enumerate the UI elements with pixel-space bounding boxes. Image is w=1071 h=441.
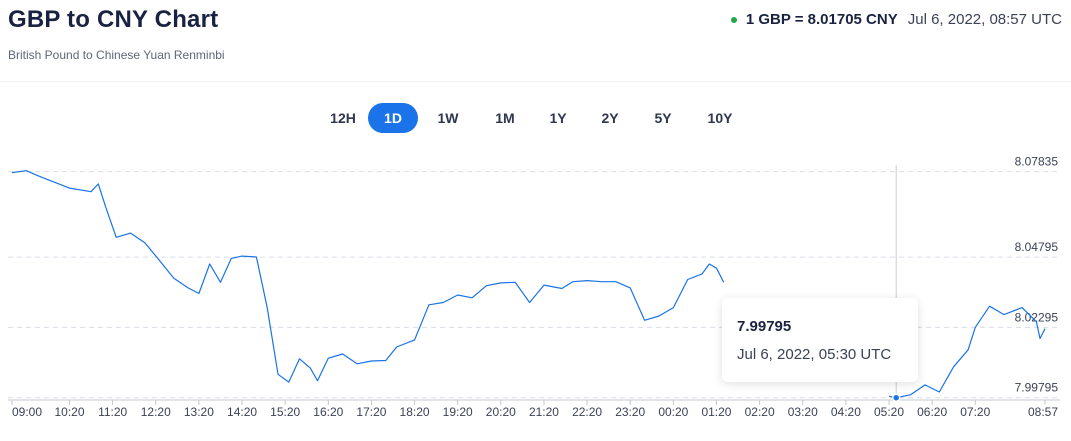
x-tick-label: 12:20 [141, 405, 171, 419]
y-tick-label: 8.04795 [1015, 240, 1059, 254]
tooltip-time: Jul 6, 2022, 05:30 UTC [737, 346, 892, 363]
x-tick-label: 10:20 [54, 405, 84, 419]
rate-timestamp: Jul 6, 2022, 08:57 UTC [907, 11, 1062, 28]
x-tick-label: 20:20 [486, 405, 516, 419]
series-line [11, 170, 725, 383]
range-button-1m[interactable]: 1M [478, 103, 532, 133]
x-tick-label: 23:20 [615, 405, 645, 419]
x-tick-label: 01:20 [701, 405, 731, 419]
time-range-selector: 12H 1D 1W 1M 1Y 2Y 5Y 10Y [318, 103, 750, 133]
x-tick-label: 02:20 [745, 405, 775, 419]
x-tick-label: 13:20 [184, 405, 214, 419]
x-tick-label: 05:20 [874, 405, 904, 419]
x-tick-label: 04:20 [831, 405, 861, 419]
y-tick-label: 8.02295 [1015, 310, 1059, 324]
current-rate: 1 GBP = 8.01705 CNY [745, 11, 898, 28]
range-button-2y[interactable]: 2Y [584, 103, 636, 133]
x-tick-label: 06:20 [917, 405, 947, 419]
x-tick-label: 09:00 [12, 405, 42, 419]
chart-header: GBP to CNY Chart British Pound to Chines… [0, 0, 1071, 82]
range-button-5y[interactable]: 5Y [636, 103, 690, 133]
x-tick-label: 08:57 [1028, 405, 1058, 419]
gbp-cny-line-chart[interactable]: 8.07835 8.04795 8.02295 7.99795 09:00 10:20 11… [0, 140, 1071, 441]
x-tick-label: 22:20 [572, 405, 602, 419]
x-tick-label: 17:20 [356, 405, 386, 419]
hover-point [891, 393, 901, 402]
live-dot-icon [730, 16, 737, 23]
y-tick-label: 7.99795 [1015, 381, 1059, 395]
series-line [888, 305, 1046, 399]
x-tick-label: 21:20 [529, 405, 559, 419]
range-button-1w[interactable]: 1W [418, 103, 478, 133]
range-button-1y[interactable]: 1Y [532, 103, 584, 133]
x-tick-label: 03:20 [788, 405, 818, 419]
range-button-12h[interactable]: 12H [318, 103, 368, 133]
x-tick-label: 11:20 [98, 405, 127, 419]
x-tick-label: 00:20 [658, 405, 688, 419]
x-tick-label: 15:20 [270, 405, 300, 419]
live-rate: 1 GBP = 8.01705 CNY Jul 6, 2022, 08:57 U… [730, 11, 1062, 28]
chart-tooltip: 7.99795 Jul 6, 2022, 05:30 UTC [722, 298, 918, 382]
x-tick-label: 19:20 [443, 405, 473, 419]
x-tick-label: 14:20 [227, 405, 257, 419]
range-button-1d[interactable]: 1D [368, 103, 418, 133]
range-button-10y[interactable]: 10Y [690, 103, 750, 133]
y-tick-label: 8.07835 [1015, 155, 1059, 169]
x-tick-label: 07:20 [960, 405, 990, 419]
page-subtitle: British Pound to Chinese Yuan Renminbi [8, 48, 225, 62]
tooltip-value: 7.99795 [737, 318, 792, 335]
page-title: GBP to CNY Chart [8, 6, 219, 33]
x-tick-label: 18:20 [400, 405, 430, 419]
x-tick-label: 16:20 [313, 405, 343, 419]
